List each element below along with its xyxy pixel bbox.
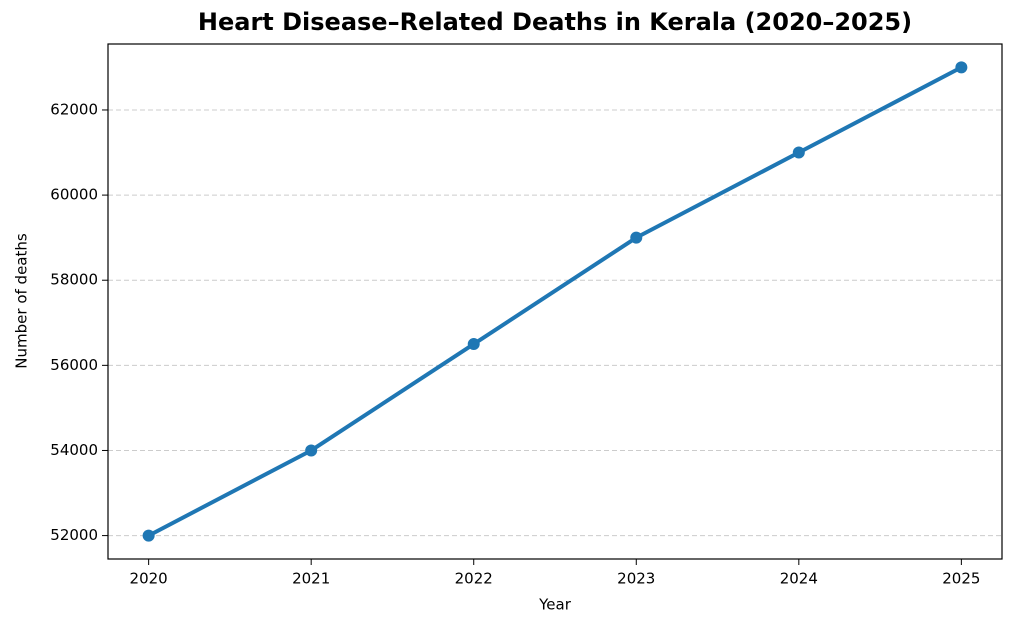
y-tick-label: 58000 [50,271,98,289]
data-point [792,146,805,159]
y-tick-label: 62000 [50,100,98,118]
x-tick-label: 2021 [292,570,330,588]
y-axis-label: Number of deaths [13,233,31,369]
data-line [147,65,963,538]
chart-title: Heart Disease–Related Deaths in Kerala (… [198,8,912,36]
y-tick-label: 60000 [50,186,98,204]
x-axis-label: Year [538,596,572,614]
y-tick-label: 52000 [50,526,98,544]
x-tick-label: 2025 [942,570,980,588]
x-tick-label: 2022 [455,570,493,588]
x-tick-label: 2020 [130,570,168,588]
y-tick-label: 54000 [50,441,98,459]
y-tick-label: 56000 [50,356,98,374]
data-point [467,338,480,351]
data-point [630,231,643,244]
data-point [305,444,318,457]
data-point [142,529,155,542]
x-tick-label: 2024 [780,570,818,588]
data-point [955,61,968,74]
x-tick-label: 2023 [617,570,655,588]
plot-frame [107,43,1003,560]
